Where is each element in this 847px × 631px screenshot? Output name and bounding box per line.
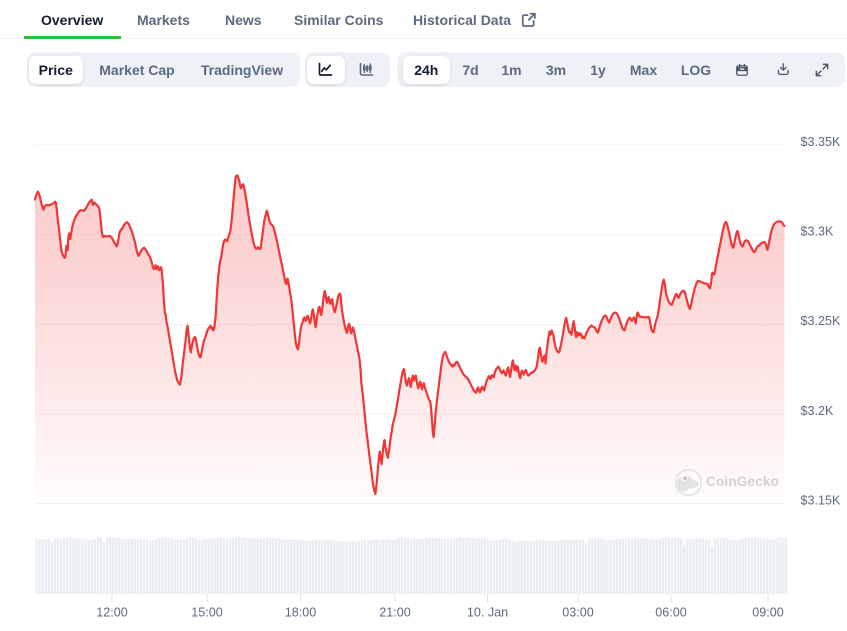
svg-text:06:00: 06:00 [655,605,687,619]
svg-text:03:00: 03:00 [562,605,594,619]
svg-text:$3.3K: $3.3K [801,225,835,239]
svg-text:12:00: 12:00 [96,605,128,619]
svg-text:$3.35K: $3.35K [801,135,842,149]
svg-text:$3.2K: $3.2K [801,404,835,418]
svg-text:$3.15K: $3.15K [801,493,842,507]
svg-text:09:00: 09:00 [752,605,784,619]
svg-text:21:00: 21:00 [379,605,411,619]
svg-text:CoinGecko: CoinGecko [706,474,779,489]
svg-text:15:00: 15:00 [191,605,223,619]
svg-text:18:00: 18:00 [285,605,317,619]
svg-text:$3.25K: $3.25K [801,314,842,328]
svg-text:10. Jan: 10. Jan [467,605,508,619]
